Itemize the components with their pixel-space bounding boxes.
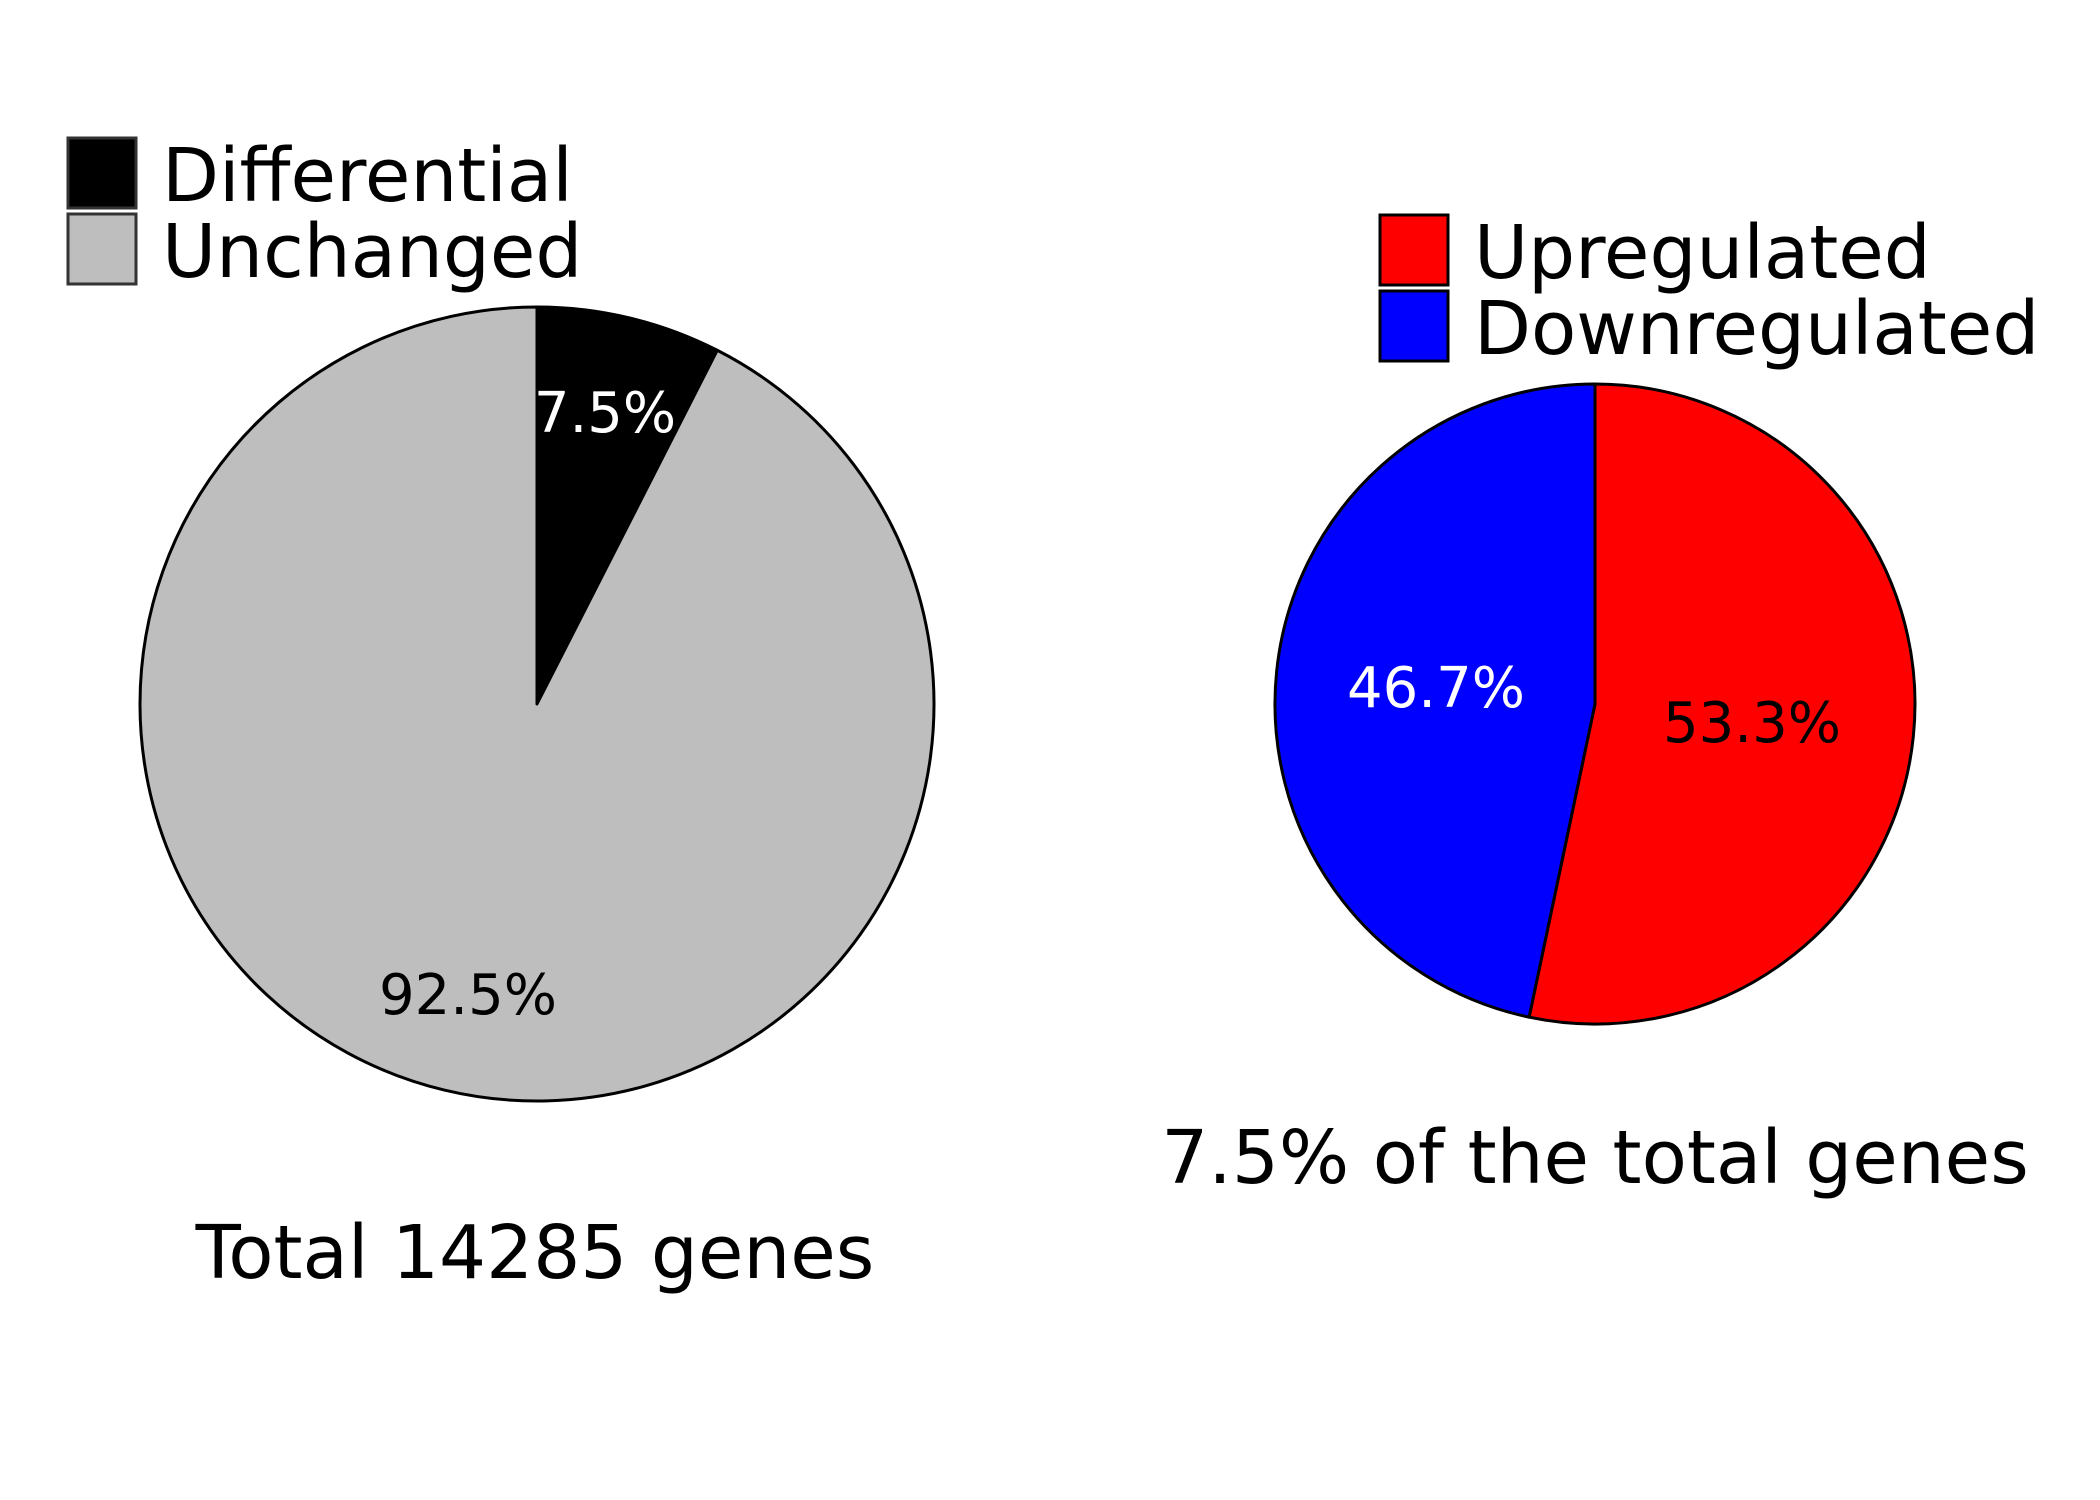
pie-slice-upregulated [1527, 382, 1917, 1026]
slice-label-upregulated: 53.3% [1663, 691, 1841, 756]
legend-label-unchanged: Unchanged [162, 209, 582, 295]
total-genes-pie-chart: Differential Unchanged 7.5% 92.5% Total … [66, 133, 936, 1296]
differential-genes-pie-chart: Upregulated Downregulated 53.3% 46.7% 7.… [1161, 210, 2039, 1201]
legend-swatch-upregulated [1378, 213, 1450, 287]
legend-label-upregulated: Upregulated [1474, 210, 1931, 296]
pie-slice-downregulated [1273, 382, 1597, 1019]
legend-swatch-unchanged [66, 212, 138, 286]
legend-swatch-downregulated [1378, 289, 1450, 363]
legend-item-unchanged: Unchanged [66, 209, 582, 295]
legend-item-differential: Differential [66, 133, 573, 219]
legend-swatch-differential [66, 136, 138, 210]
caption-total-genes: Total 14285 genes [195, 1210, 875, 1296]
legend-item-upregulated: Upregulated [1378, 210, 1931, 296]
caption-differential-share: 7.5% of the total genes [1161, 1115, 2029, 1201]
slice-label-differential: 7.5% [534, 381, 676, 446]
legend-label-differential: Differential [162, 133, 573, 219]
legend-item-downregulated: Downregulated [1378, 286, 2039, 372]
legend-label-downregulated: Downregulated [1474, 286, 2039, 372]
legend-differential: Upregulated Downregulated [1378, 210, 2039, 372]
pie-slice-differential [535, 305, 719, 706]
pie-slice-unchanged [138, 305, 936, 1103]
pie-slices-differential [1273, 382, 1917, 1026]
legend-total: Differential Unchanged [66, 133, 582, 295]
slice-label-unchanged: 92.5% [379, 963, 557, 1028]
slice-label-downregulated: 46.7% [1347, 656, 1525, 721]
pie-slices-total [138, 305, 936, 1103]
